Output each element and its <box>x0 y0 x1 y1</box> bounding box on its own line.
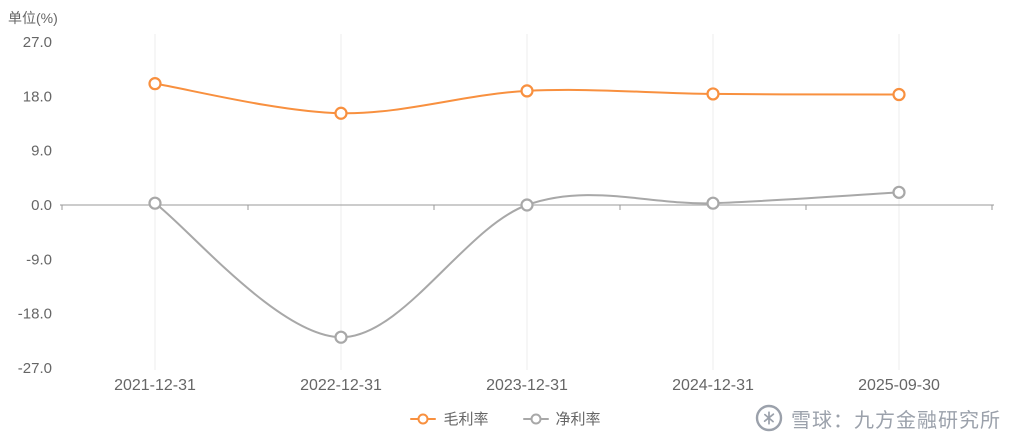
data-point-毛利率 <box>148 77 162 91</box>
watermark: 雪球：九方金融研究所 <box>754 403 1001 433</box>
data-point-毛利率 <box>706 87 720 101</box>
x-axis-label: 2025-09-30 <box>858 377 940 394</box>
x-axis-label: 2024-12-31 <box>672 377 754 394</box>
data-point-净利率 <box>520 198 534 212</box>
data-point-净利率 <box>706 196 720 210</box>
series-line-净利率 <box>154 191 900 339</box>
legend-item-0[interactable]: 毛利率 <box>410 408 489 429</box>
y-axis-tick-label: -27.0 <box>18 360 52 377</box>
data-point-毛利率 <box>520 84 534 98</box>
xueqiu-logo-icon <box>755 404 783 432</box>
legend-circle-marker-icon <box>530 413 541 424</box>
y-axis-tick-label: 0.0 <box>31 197 52 214</box>
legend-label: 净利率 <box>555 411 601 428</box>
data-point-毛利率 <box>892 87 906 102</box>
legend-circle-marker-icon <box>417 413 429 424</box>
y-axis-tick-label: 18.0 <box>23 88 52 105</box>
x-axis-label: 2022-12-31 <box>300 377 382 394</box>
legend-item-1[interactable]: 净利率 <box>522 408 601 429</box>
data-point-净利率 <box>334 330 348 344</box>
legend-line-marker-icon <box>410 413 437 424</box>
watermark-text: 雪球：九方金融研究所 <box>791 409 1001 432</box>
legend-line-marker-icon <box>522 413 549 424</box>
data-point-净利率 <box>148 196 162 210</box>
y-axis-tick-label: 9.0 <box>31 143 52 160</box>
y-axis-tick-label: -18.0 <box>18 306 52 323</box>
x-axis-label: 2023-12-31 <box>486 377 568 394</box>
chart-footer: 毛利率 净利率 雪球：九方金融研究所 <box>0 400 1011 444</box>
data-point-净利率 <box>892 185 906 199</box>
line-chart: 27.0 18.0 9.0 0.0 -9.0 -18.0 -27.0 2021-12-31 20… <box>18 34 994 394</box>
y-axis-tick-label: 27.0 <box>23 34 52 51</box>
legend: 毛利率 净利率 <box>0 408 1011 429</box>
data-point-毛利率 <box>334 106 348 120</box>
y-axis-tick-label: -9.0 <box>26 251 52 268</box>
x-axis-label: 2021-12-31 <box>114 377 196 394</box>
legend-label: 毛利率 <box>443 411 489 428</box>
y-axis-unit-label: 单位(%) <box>8 10 58 26</box>
